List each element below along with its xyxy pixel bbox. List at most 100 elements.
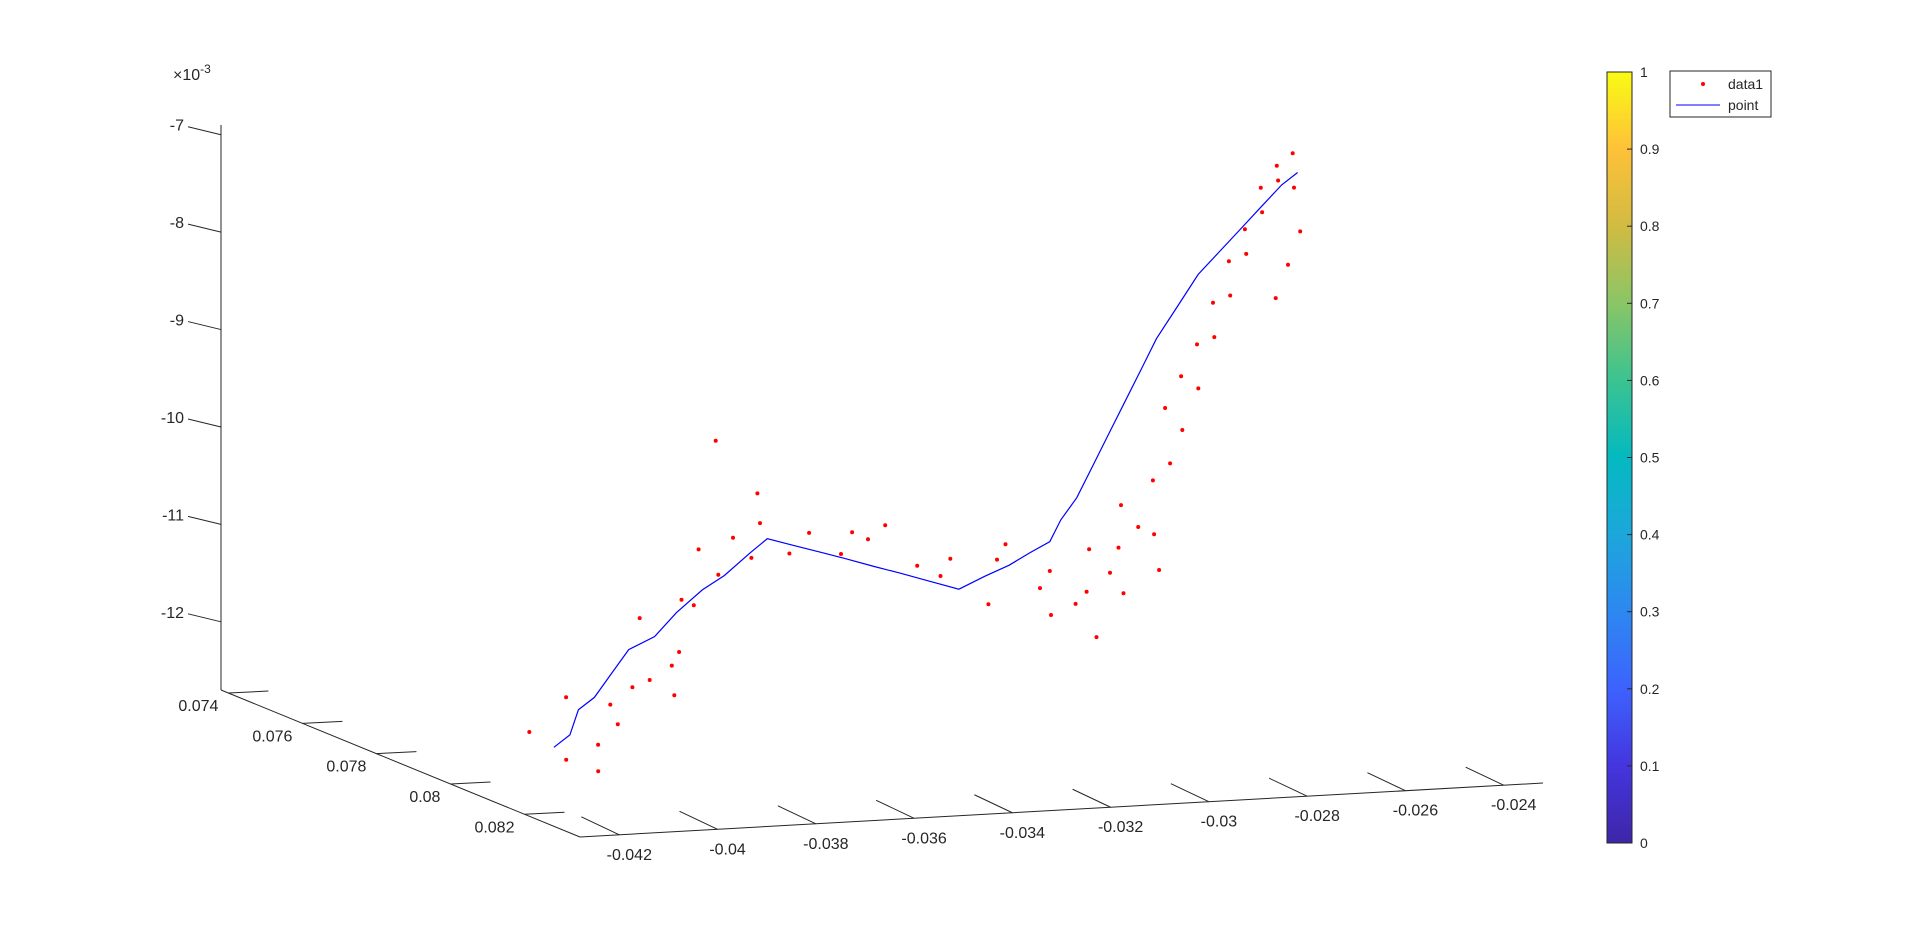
scatter-point-data1: [787, 551, 792, 556]
z-axis-exponent-power: -3: [200, 62, 211, 76]
scatter-point-data1: [1228, 293, 1233, 298]
z-tick-label: -9: [170, 313, 184, 330]
scatter-point-data1: [672, 693, 677, 698]
scatter-point-data1: [677, 650, 682, 654]
scatter-point-data1: [1212, 335, 1217, 340]
scatter-point-data1: [1119, 503, 1123, 508]
scatter-point-data1: [915, 563, 920, 568]
y-tick-label: 0.08: [409, 789, 440, 806]
scatter-point-data1: [758, 521, 762, 526]
x-tick-label: -0.04: [709, 841, 746, 858]
scatter-point-data1: [1116, 545, 1121, 550]
scatter-point-data1: [1150, 478, 1155, 483]
scatter-point-data1: [630, 685, 635, 690]
x-tick-label: -0.026: [1393, 803, 1438, 820]
z-tick-mark: [187, 418, 222, 428]
colorbar-tick-label: 0.6: [1640, 372, 1660, 388]
colorbar-tick-label: 0.3: [1640, 604, 1660, 620]
colorbar-tick-label: 1: [1640, 64, 1648, 80]
scatter-point-data1: [596, 742, 601, 747]
y-tick-label: 0.074: [178, 698, 218, 715]
scatter-point-data1: [807, 530, 812, 535]
y-tick-label: 0.076: [252, 728, 292, 745]
x-tick-mark: [1072, 788, 1111, 808]
scatter-point-data1: [1157, 568, 1162, 572]
scatter-point-data1: [948, 556, 953, 561]
colorbar-tick-label: 0.5: [1640, 450, 1660, 466]
scatter-point-data1: [1273, 296, 1278, 301]
scatter-point-data1: [596, 769, 601, 774]
scatter-point-data1: [1108, 570, 1112, 575]
scatter-point-data1: [1180, 428, 1185, 432]
x-tick-label: -0.028: [1294, 808, 1339, 825]
y-axis-line: [220, 689, 581, 838]
colorbar-tick-label: 0: [1640, 835, 1648, 851]
x-tick-label: -0.032: [1098, 819, 1143, 836]
scatter-point-data1: [755, 491, 760, 496]
scatter-point-data1: [1163, 406, 1168, 410]
x-tick-mark: [581, 816, 620, 836]
scatter-point-data1: [1292, 185, 1296, 190]
scatter-point-data1: [637, 616, 642, 621]
scatter-point-data1: [691, 603, 696, 608]
scatter-point-data1: [713, 438, 718, 443]
scatter-point-data1: [1290, 151, 1295, 156]
scatter-point-data1: [1258, 185, 1263, 190]
plot-area: [527, 151, 1303, 774]
scatter-point-data1: [1211, 300, 1215, 305]
z-axis-ticks: -7 -8 -9 -10 -11 -12: [161, 118, 222, 623]
x-tick-mark: [1170, 783, 1210, 803]
z-tick-label: -11: [162, 507, 184, 524]
x-tick-label: -0.024: [1491, 797, 1536, 814]
scatter-point-data1: [1276, 178, 1281, 183]
scatter-point-data1: [679, 597, 684, 602]
x-axis-ticks: -0.042 -0.04 -0.038 -0.036 -0.034 -0.032 -0.03…: [581, 766, 1536, 864]
z-tick-mark: [187, 515, 222, 525]
y-tick-mark: [524, 811, 565, 815]
x-tick-mark: [1465, 766, 1504, 786]
x-tick-label: -0.034: [1000, 825, 1045, 842]
legend: data1 point: [1669, 70, 1772, 118]
x-tick-label: -0.03: [1201, 814, 1238, 831]
x-tick-label: -0.038: [803, 836, 848, 853]
scatter-point-data1: [1084, 589, 1089, 594]
z-tick-mark: [187, 613, 222, 623]
scatter-point-data1: [1136, 525, 1141, 529]
legend-label-data1: data1: [1728, 76, 1763, 92]
z-tick-label: -7: [170, 118, 184, 135]
scatter-point-data1: [1073, 601, 1078, 606]
scatter-point-data1: [564, 757, 569, 762]
scatter-point-data1: [1087, 547, 1092, 552]
colorbar-tick-label: 0.2: [1640, 681, 1660, 697]
scatter-point-data1: [731, 535, 735, 540]
z-tick-label: -12: [161, 605, 184, 622]
scatter-point-data1: [1168, 461, 1173, 466]
scatter-point-data1: [1094, 635, 1099, 640]
scatter-point-data1: [1038, 586, 1042, 591]
scatter-point-data1: [1047, 569, 1052, 573]
z-tick-label: -8: [170, 215, 184, 232]
colorbar-tick-label: 0.8: [1640, 218, 1660, 234]
colorbar-tick-label: 0.1: [1640, 758, 1660, 774]
scatter-point-data1: [839, 552, 843, 556]
scatter-point-data1: [986, 602, 991, 607]
x-tick-mark: [1268, 777, 1308, 797]
scatter-point-data1: [850, 530, 855, 535]
y-tick-label: 0.078: [326, 759, 366, 776]
x-tick-mark: [1367, 772, 1406, 792]
legend-marker-data1: [1701, 82, 1705, 86]
scatter-point-data1: [1195, 342, 1199, 347]
legend-box: [1669, 70, 1772, 118]
scatter-point-data1: [1226, 259, 1231, 264]
scatter-point-data1: [1179, 374, 1184, 379]
scatter-point-data1: [1152, 532, 1157, 537]
scatter-point-data1: [995, 557, 999, 562]
scatter-point-data1: [1242, 227, 1247, 232]
legend-label-point: point: [1728, 97, 1758, 113]
z-tick-mark: [187, 321, 222, 331]
series-line-point: [553, 172, 1298, 748]
scatter-point-data1: [1298, 229, 1303, 234]
scatter-point-data1: [749, 555, 754, 560]
scatter-point-data1: [938, 574, 943, 578]
